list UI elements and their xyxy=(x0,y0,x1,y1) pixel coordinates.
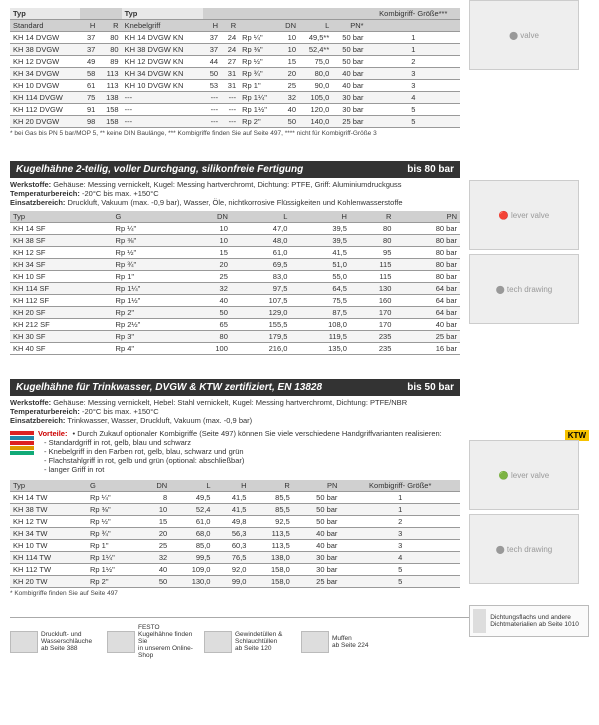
table-row: KH 112 TWRp 1½"40109,092,0158,030 bar5 xyxy=(10,564,460,576)
sidebox-thumb xyxy=(473,609,486,633)
t3-footnote: * Kombigriffe finden Sie auf Seite 497 xyxy=(10,590,589,597)
vorteile-item: Standardgriff in rot, gelb, blau und sch… xyxy=(44,438,442,447)
ref-thumb xyxy=(301,631,329,653)
ref-thumb xyxy=(204,631,232,653)
table-row: KH 114 TWRp 1¼"3299,576,5138,030 bar4 xyxy=(10,552,460,564)
section3-vorteile: Vorteile: • Durch Zukauf optionaler Komb… xyxy=(10,429,460,474)
section2-spec: Werkstoffe: Gehäuse: Messing vernickelt,… xyxy=(10,180,460,207)
t1-sub-std: Standard xyxy=(10,20,80,32)
table-row: KH 12 SFRp ½"1561,041,59580 bar xyxy=(10,247,460,259)
table-row: KH 212 SFRp 2½"65155,5108,017040 bar xyxy=(10,319,460,331)
section2-title: Kugelhähne 2-teilig, voller Durchgang, s… xyxy=(16,164,303,175)
product-image-tw-green: 🟢 lever valve xyxy=(469,440,579,510)
footer-ref: Muffenab Seite 224 xyxy=(301,631,392,653)
table-row: KH 20 DVGW98158---------Rp 2"50140,025 b… xyxy=(10,116,460,128)
footer-ref: Druckluft- undWasserschläucheab Seite 38… xyxy=(10,631,101,653)
table-row: KH 34 SFRp ¾"2069,551,011580 bar xyxy=(10,259,460,271)
section3-spec: Werkstoffe: Gehäuse: Messing vernickelt,… xyxy=(10,398,460,425)
table-dvgw: Typ Typ Kombigriff- Größe*** Standard H … xyxy=(10,8,460,128)
table-row: KH 20 SFRp 2"50129,087,517064 bar xyxy=(10,307,460,319)
table-row: KH 20 TWRp 2"50130,099,0158,025 bar5 xyxy=(10,576,460,588)
table-row: KH 114 SFRp 1¼"3297,564,513064 bar xyxy=(10,283,460,295)
table-row: KH 10 DVGW61113KH 10 DVGW KN5331Rp 1"259… xyxy=(10,80,460,92)
product-image-sf-red: 🔴 lever valve xyxy=(469,180,579,250)
section3-header: Kugelhähne für Trinkwasser, DVGW & KTW z… xyxy=(10,379,460,396)
section2-header: Kugelhähne 2-teilig, voller Durchgang, s… xyxy=(10,161,460,178)
color-swatch xyxy=(10,441,34,445)
product-image-group-2: 🔴 lever valve ⬤ tech drawing xyxy=(469,180,589,328)
footer-ref: FESTOKugelhähne finden Siein unserem Onl… xyxy=(107,624,198,659)
product-image-valve-knob: ⬤ valve xyxy=(469,0,579,70)
table-row: KH 10 TWRp 1"2585,060,3113,540 bar3 xyxy=(10,540,460,552)
table-row: KH 112 SFRp 1½"40107,575,516064 bar xyxy=(10,295,460,307)
table-row: KH 34 TWRp ¾"2068,056,3113,540 bar3 xyxy=(10,528,460,540)
table-row: KH 34 DVGW58113KH 34 DVGW KN5031Rp ¾"208… xyxy=(10,68,460,80)
ref-thumb xyxy=(10,631,38,653)
vorteile-item: Flachstahlgriff in rot, gelb und grün (o… xyxy=(44,456,442,465)
t1-footnote: * bei Gas bis PN 5 bar/MOP 5, ** keine D… xyxy=(10,130,589,137)
color-swatch xyxy=(10,451,34,455)
product-image-sf-drawing: ⬤ tech drawing xyxy=(469,254,579,324)
section2-right: bis 80 bar xyxy=(407,164,454,175)
table-tw: TypGDNLHRPNKombigriff- Größe* KH 14 TWRp… xyxy=(10,480,460,588)
t1-head-typ-l: Typ xyxy=(10,8,80,20)
color-swatch xyxy=(10,446,34,450)
color-swatches xyxy=(10,431,34,474)
product-image-tw-drawing: ⬤ tech drawing xyxy=(469,514,579,584)
vorteile-item: langer Griff in rot xyxy=(44,465,442,474)
color-swatch xyxy=(10,431,34,435)
table-row: KH 10 SFRp 1"2583,055,011580 bar xyxy=(10,271,460,283)
footer-ref: Gewindetüllen &Schlauchtüllenab Seite 12… xyxy=(204,631,295,653)
table-row: KH 38 DVGW3780KH 38 DVGW KN3724Rp ⅜"1052… xyxy=(10,44,460,56)
table-row: KH 12 DVGW4989KH 12 DVGW KN4427Rp ½"1575… xyxy=(10,56,460,68)
table-row: KH 38 TWRp ⅜"1052,441,585,550 bar1 xyxy=(10,504,460,516)
table-row: KH 14 DVGW3780KH 14 DVGW KN3724Rp ¼"1049… xyxy=(10,32,460,44)
table-row: KH 38 SFRp ⅜"1048,039,58080 bar xyxy=(10,235,460,247)
vorteile-item: Knebelgriff in den Farben rot, gelb, bla… xyxy=(44,447,442,456)
table-row: KH 40 SFRp 4"100216,0135,023516 bar xyxy=(10,343,460,355)
sidebox-dichtung: Dichtungsflachs und andere Dichtmaterial… xyxy=(469,605,589,637)
table-row: KH 14 TWRp ¼"849,541,585,550 bar1 xyxy=(10,492,460,504)
product-image-group-3: 🟢 lever valve ⬤ tech drawing xyxy=(469,440,589,588)
table-row: KH 30 SFRp 3"80179,5119,523525 bar xyxy=(10,331,460,343)
table-row: KH 114 DVGW75138---------Rp 1¼"32105,030… xyxy=(10,92,460,104)
color-swatch xyxy=(10,436,34,440)
section3-title: Kugelhähne für Trinkwasser, DVGW & KTW z… xyxy=(16,382,322,393)
t1-head-typ-m: Typ xyxy=(122,8,203,20)
product-image-group-1: ⬤ valve xyxy=(469,0,589,74)
section3-right: bis 50 bar xyxy=(407,382,454,393)
t1-head-kombi: Kombigriff- Größe*** xyxy=(367,8,460,20)
sidebox-text: Dichtungsflachs und andere Dichtmaterial… xyxy=(490,614,585,628)
table-row: KH 14 SFRp ¼"1047,039,58080 bar xyxy=(10,223,460,235)
table-sf: TypGDNLHRPN KH 14 SFRp ¼"1047,039,58080 … xyxy=(10,211,460,355)
table-row: KH 12 TWRp ½"1561,049,892,550 bar2 xyxy=(10,516,460,528)
t1-sub-knb: Knebelgriff xyxy=(122,20,203,32)
ref-thumb xyxy=(107,631,135,653)
table-row: KH 112 DVGW91158---------Rp 1½"40120,030… xyxy=(10,104,460,116)
